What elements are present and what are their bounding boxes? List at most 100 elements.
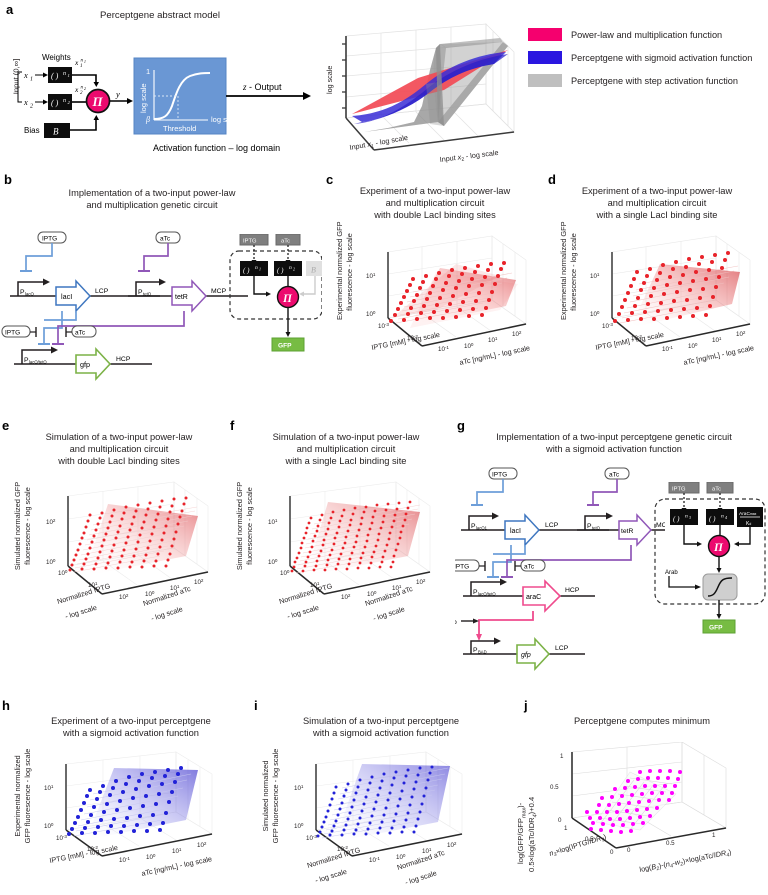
- svg-text:102: 102: [341, 593, 351, 601]
- svg-text:1: 1: [30, 77, 33, 83]
- svg-text:aTc: aTc: [75, 330, 86, 337]
- panel-e-title-line1: Simulation of a two-input power-law: [45, 432, 193, 442]
- panel-b-title-line1: Implementation of a two-input power-law: [68, 188, 236, 198]
- svg-text:GFP: GFP: [709, 625, 723, 632]
- svg-text:Input x1 - log scale: Input x1 - log scale: [349, 133, 409, 154]
- svg-text:100: 100: [146, 853, 156, 861]
- svg-text:x: x: [74, 85, 79, 94]
- svg-text:lacO/tetO: lacO/tetO: [478, 592, 496, 597]
- svg-text:0.5: 0.5: [666, 840, 675, 847]
- svg-text:BAD: BAD: [478, 650, 487, 655]
- svg-text:100: 100: [464, 342, 474, 350]
- svg-text:( ): ( ): [277, 267, 284, 275]
- svg-text:100: 100: [367, 590, 377, 598]
- svg-text:Activation function – log doma: Activation function – log domain: [153, 143, 280, 153]
- panel-j-label: j: [524, 698, 528, 713]
- legend-label-step: Perceptgene with step activation functio…: [571, 75, 739, 86]
- panel-b-circuit: P lacO lacI LCP IPTG P tetO tetR MCP aTc: [1, 231, 248, 382]
- panel-i-xaxis-label-1: Normalized IPTG: [306, 845, 362, 870]
- panel-h-xaxis-label: IPTG [mM] - log scale: [49, 843, 119, 865]
- svg-text:tetO: tetO: [592, 526, 601, 531]
- panel-d-zaxis-label-1: Experimental normalized GFP: [559, 221, 568, 320]
- svg-text:10-3: 10-3: [602, 322, 613, 330]
- svg-text:1: 1: [560, 753, 564, 760]
- panel-e-title-line3: with double LacI binding sites: [58, 456, 180, 466]
- panel-i-title-line2: with a sigmoid activation function: [313, 728, 449, 738]
- svg-text:x: x: [23, 70, 28, 80]
- panel-g-abstract-block: IPTG aTc ( ) n 3 ( ) n 4 AraCmax Kd Π: [654, 482, 766, 634]
- svg-text:10-2: 10-2: [337, 845, 348, 853]
- panel-i-yaxis-label-2: - log scale: [404, 868, 438, 887]
- svg-text:n: n: [63, 71, 66, 77]
- svg-text:( ): ( ): [673, 515, 680, 523]
- panel-c-title-line2: and multiplication circuit: [385, 198, 485, 208]
- panel-g-title-line1: Implementation of a two-input perceptgen…: [496, 432, 732, 442]
- svg-text:10-2: 10-2: [87, 845, 98, 853]
- svg-text:lacI: lacI: [61, 292, 72, 301]
- panel-a: a Perceptgene abstract model Input (0,∞]…: [0, 0, 520, 168]
- panel-f-label: f: [230, 418, 235, 433]
- svg-text:10-3: 10-3: [306, 834, 317, 842]
- svg-text:100: 100: [44, 822, 54, 830]
- svg-text:P: P: [471, 523, 476, 530]
- svg-text:B: B: [53, 127, 59, 137]
- svg-text:100: 100: [145, 590, 155, 598]
- svg-text:101: 101: [392, 584, 402, 592]
- data-points-h: [67, 766, 183, 836]
- svg-text:LCP: LCP: [545, 522, 559, 529]
- svg-text:101: 101: [366, 272, 376, 280]
- svg-text:aTc: aTc: [160, 236, 171, 243]
- svg-text:1: 1: [712, 832, 716, 839]
- panel-a-title: Perceptgene abstract model: [100, 10, 220, 21]
- svg-text:101: 101: [88, 581, 98, 589]
- svg-text:lacO/tetO: lacO/tetO: [29, 360, 47, 365]
- svg-text:102: 102: [197, 841, 207, 849]
- svg-text:β: β: [145, 115, 150, 124]
- panel-f-yaxis-label-2: - log scale: [372, 604, 406, 623]
- svg-text:101: 101: [172, 847, 182, 855]
- svg-text:aTc: aTc: [524, 564, 535, 571]
- svg-text:P: P: [24, 357, 29, 364]
- svg-text:x: x: [74, 58, 79, 67]
- panel-h-plot: 101 100 10-3 10-2 10-1 100 101 102 IPTG …: [44, 751, 213, 878]
- svg-text:1: 1: [84, 60, 86, 64]
- svg-text:0.5: 0.5: [550, 784, 559, 791]
- svg-text:100: 100: [58, 569, 68, 577]
- svg-text:102: 102: [512, 330, 522, 338]
- panel-f-title-line2: and multiplication circuit: [296, 444, 396, 454]
- legend-label-powerlaw: Power-law and multiplication function: [571, 29, 723, 40]
- svg-text:Bias: Bias: [24, 126, 40, 135]
- panel-c: c Experiment of a two-input power-law an…: [324, 172, 542, 398]
- panel-j-zaxis-label-1: log(GFP/GFPmax)-: [516, 802, 528, 864]
- svg-text:lacI: lacI: [510, 528, 521, 535]
- data-points-e: [68, 496, 188, 572]
- panel-b: b Implementation of a two-input power-la…: [0, 172, 322, 398]
- panel-h-zaxis-label-1: Experimental normalized: [13, 755, 22, 837]
- svg-text:100: 100: [366, 310, 376, 318]
- svg-text:P: P: [20, 289, 25, 296]
- svg-text:( ): ( ): [709, 515, 716, 523]
- svg-text:Weights: Weights: [42, 53, 71, 62]
- svg-text:Π: Π: [92, 94, 104, 109]
- panel-f-title-line1: Simulation of a two-input power-law: [272, 432, 420, 442]
- svg-text:0: 0: [610, 849, 614, 856]
- panel-f-xaxis-label-2: - log scale: [286, 603, 320, 621]
- svg-text:10-1: 10-1: [369, 856, 380, 864]
- panel-d-title-line3: with a single LacI binding site: [596, 210, 718, 220]
- panel-c-plot: 101 100 10-3 10-2 10-1 100 101 102 IPTG …: [366, 235, 531, 367]
- svg-text:GFP: GFP: [278, 343, 292, 350]
- panel-i-yaxis-label-1: Normalized aTc: [396, 848, 446, 872]
- svg-text:102: 102: [736, 330, 746, 338]
- panel-d-title-line1: Experiment of a two-input power-law: [581, 186, 733, 196]
- svg-text:P: P: [473, 647, 478, 654]
- svg-text:MCP: MCP: [656, 522, 665, 529]
- svg-text:n: n: [81, 59, 84, 64]
- panel-c-zaxis-label-1: Experimental normalized GFP: [335, 221, 344, 320]
- svg-text:100: 100: [268, 558, 278, 566]
- svg-text:IPTG: IPTG: [243, 239, 257, 245]
- svg-text:IPTG: IPTG: [5, 330, 20, 337]
- legend-label-sigmoid: Perceptgene with sigmoid activation func…: [571, 52, 753, 63]
- svg-text:IPTG: IPTG: [455, 564, 469, 571]
- svg-text:101: 101: [44, 784, 54, 792]
- svg-text:101: 101: [268, 518, 278, 526]
